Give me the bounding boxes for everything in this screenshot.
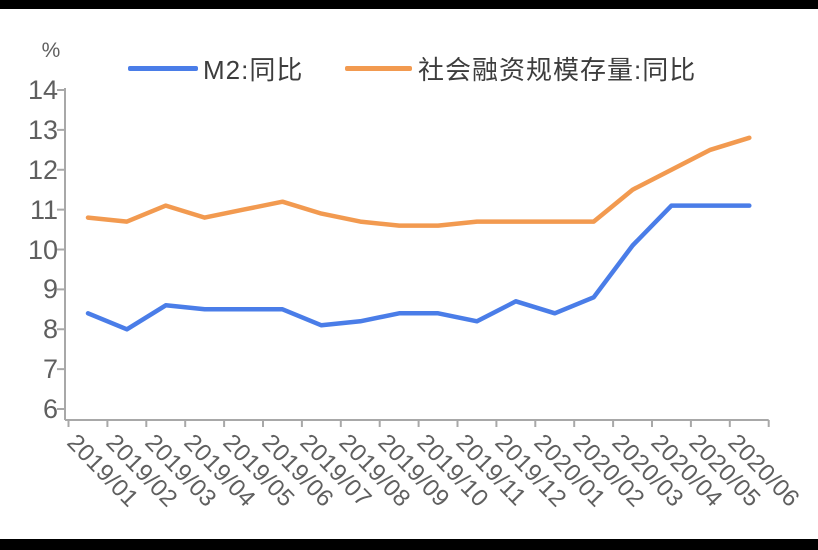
y-axis-label: 6 [42, 394, 58, 424]
y-axis-label: 9 [42, 274, 58, 305]
legend-line-swatch-m2 [128, 66, 198, 71]
legend-label-m2: M2:同比 [203, 55, 304, 85]
bottom-border-bar [0, 539, 818, 550]
y-axis-unit-label: % [41, 39, 61, 62]
y-axis-label: 14 [27, 75, 58, 105]
legend-line-swatch-tsf [345, 66, 412, 71]
series-line-1 [85, 135, 752, 228]
top-border-bar [0, 0, 818, 9]
y-axis-label: 12 [27, 154, 58, 185]
y-axis-label: 11 [29, 194, 58, 225]
series-line-0 [85, 203, 752, 332]
y-axis-label: 7 [42, 354, 58, 385]
legend-label-tsf: 社会融资规模存量:同比 [418, 55, 697, 85]
y-axis-label: 8 [42, 314, 58, 345]
y-axis-label: 13 [27, 114, 58, 145]
y-axis-label: 10 [27, 234, 58, 265]
